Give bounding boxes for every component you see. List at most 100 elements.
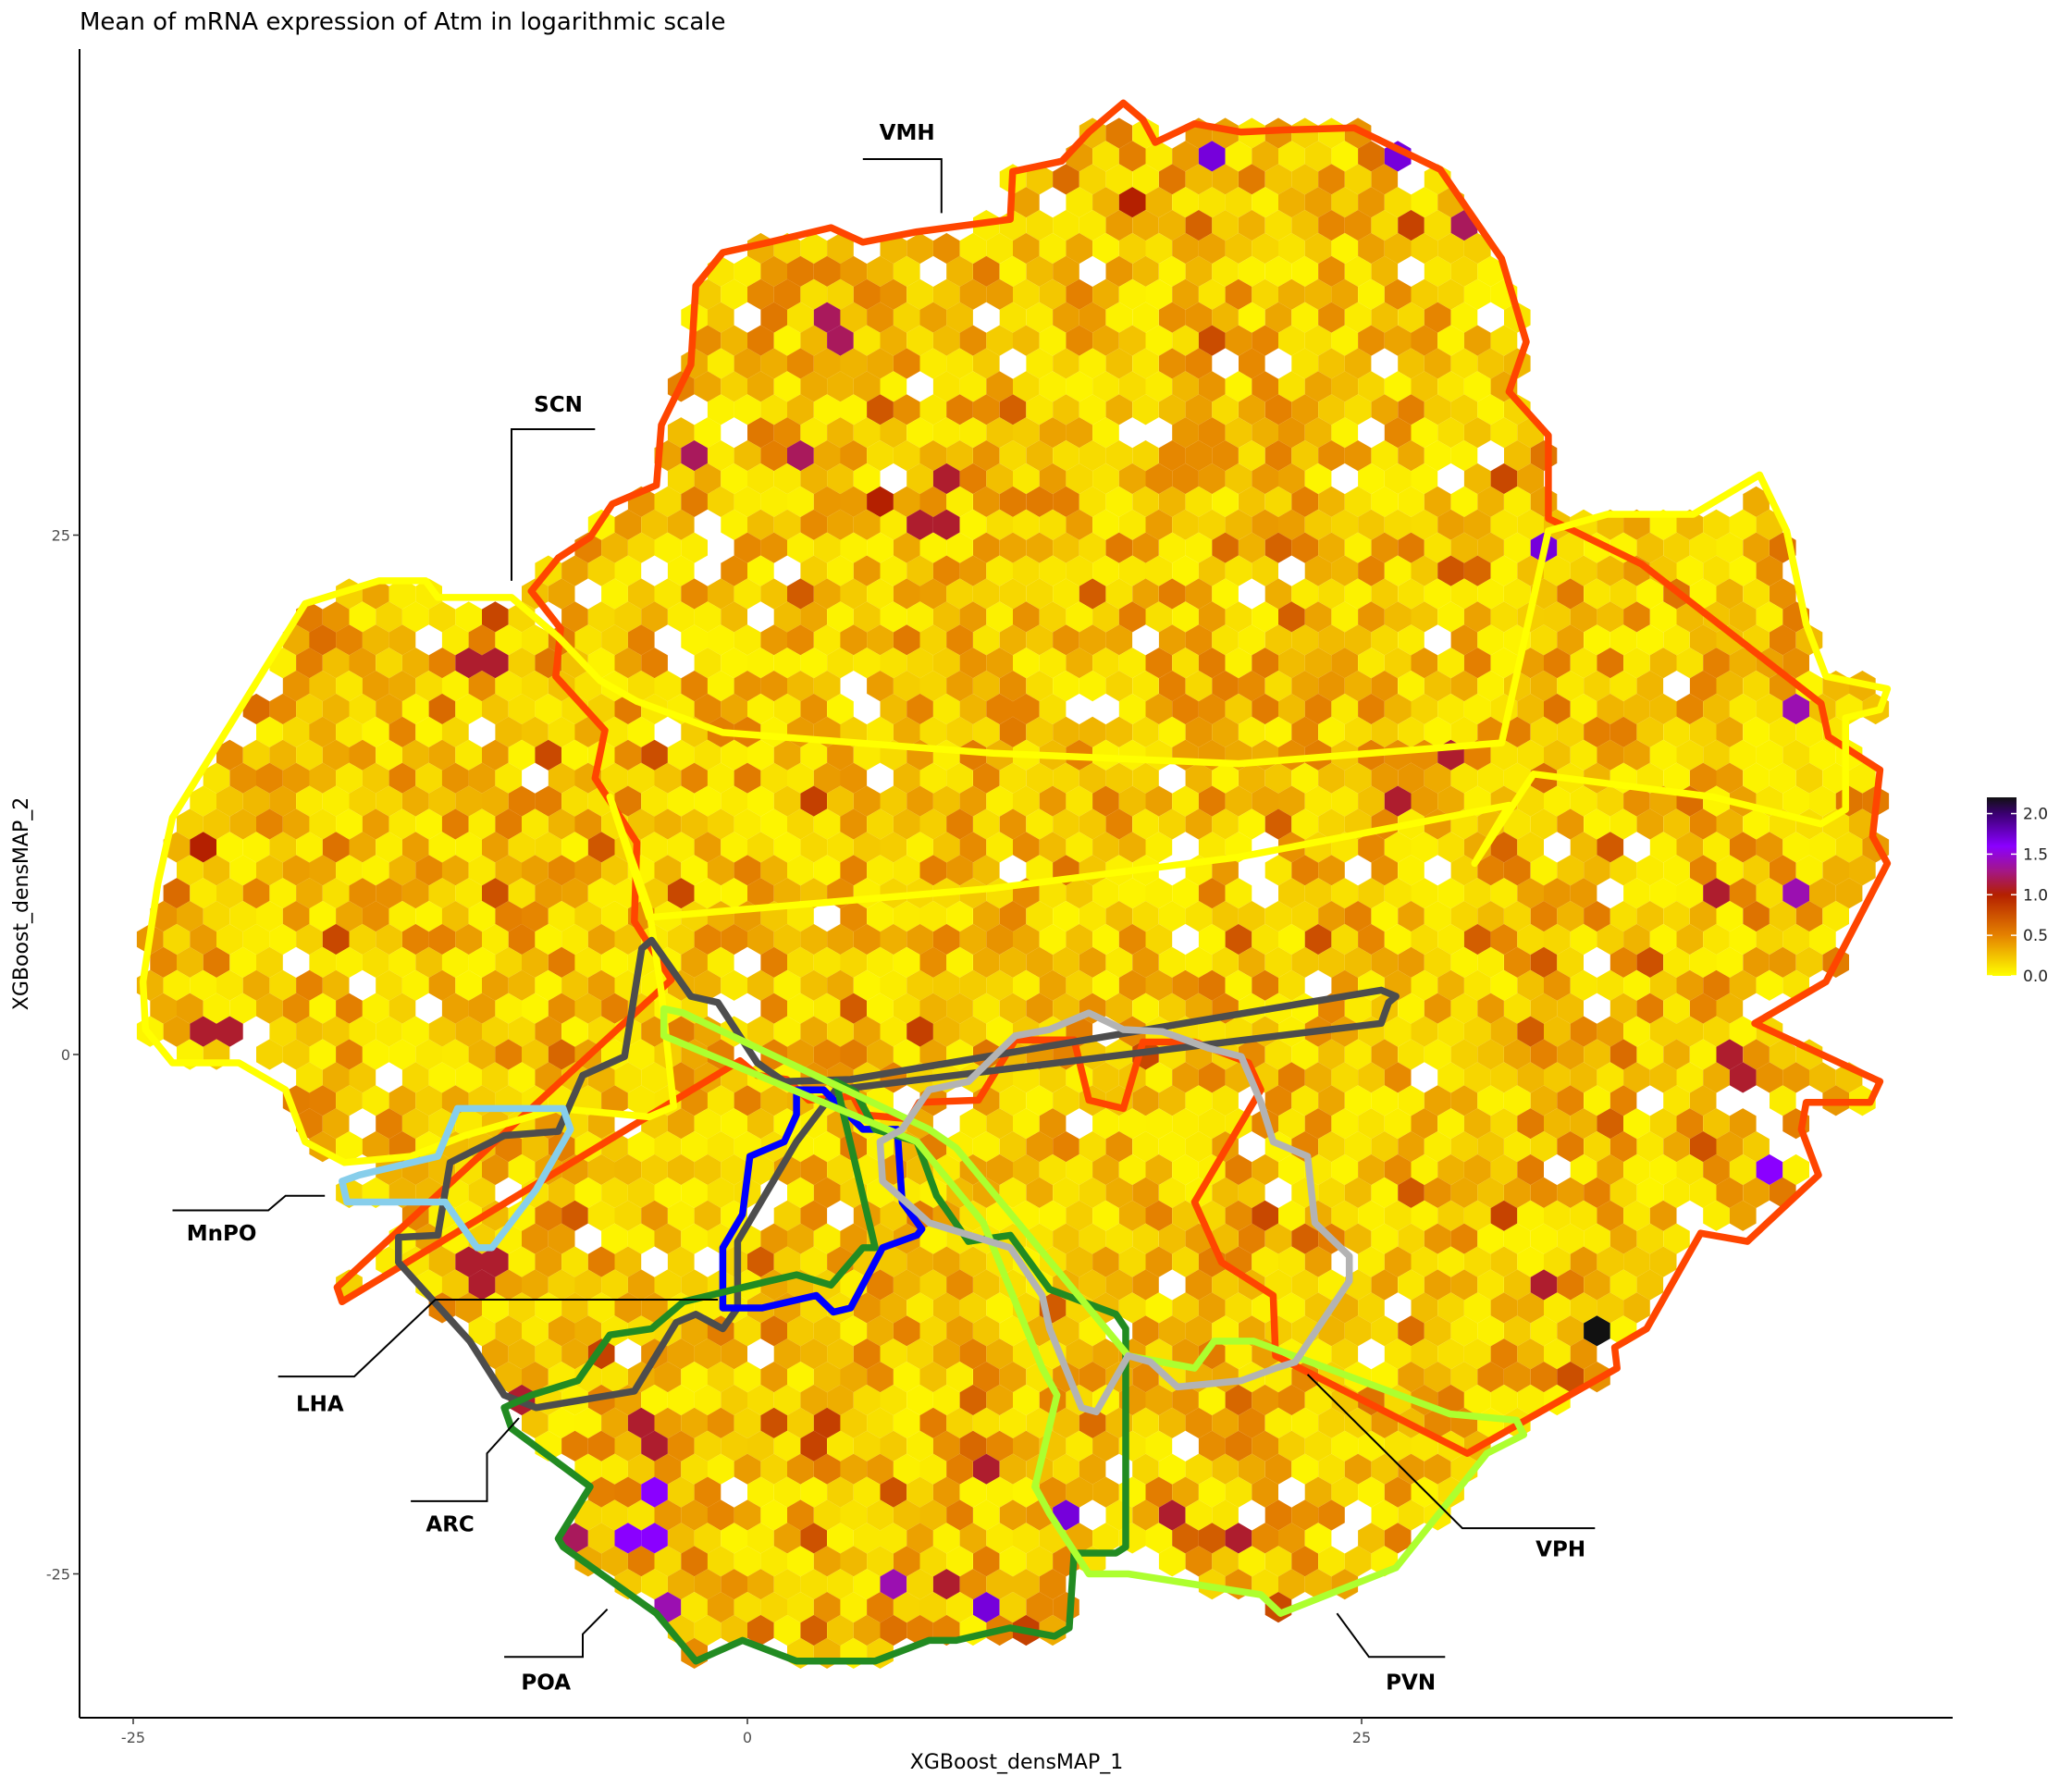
hex-bin	[1570, 785, 1597, 817]
hex-bin	[973, 348, 1000, 379]
hex-bin	[1610, 1223, 1637, 1254]
hex-bin	[1118, 141, 1146, 172]
hex-bin	[973, 1131, 1000, 1163]
hex-bin	[1384, 371, 1412, 402]
hex-bin	[773, 325, 801, 356]
hex-bin	[1132, 1269, 1159, 1301]
hex-bin	[999, 716, 1027, 747]
hex-bin	[1252, 141, 1278, 172]
hex-bin	[1477, 1177, 1504, 1208]
hex-bin	[1597, 1016, 1624, 1047]
hex-bin	[627, 716, 655, 747]
hex-bin	[1544, 1016, 1571, 1047]
hex-bin	[1344, 348, 1372, 379]
hex-bin	[522, 1269, 549, 1301]
hex-bin	[800, 785, 828, 817]
hex-bin	[1756, 923, 1783, 956]
hex-bin	[362, 993, 389, 1024]
hex-bin	[932, 325, 960, 356]
hex-bin	[1278, 1200, 1305, 1231]
hex-bin	[1185, 1315, 1213, 1347]
hex-bin	[1172, 693, 1199, 725]
hex-bin	[1663, 532, 1690, 563]
hex-bin	[1809, 1062, 1836, 1093]
hex-bin	[1358, 601, 1385, 633]
hex-bin	[999, 1177, 1027, 1208]
hex-bin	[1304, 1430, 1332, 1462]
colorbar-label: 0.5	[2023, 927, 2048, 945]
hex-bin	[401, 1108, 429, 1140]
hex-bin	[1450, 532, 1478, 563]
hex-bin	[973, 394, 1000, 426]
hex-bin	[906, 325, 933, 356]
hex-bin	[919, 855, 947, 886]
hex-bin	[401, 832, 429, 863]
hex-bin	[256, 762, 283, 794]
hex-bin	[269, 923, 297, 956]
hex-bin	[880, 1569, 907, 1600]
hex-bin	[734, 1546, 761, 1577]
hex-bin	[1172, 555, 1199, 586]
hex-bin	[1729, 648, 1757, 679]
hex-bin	[1676, 1016, 1704, 1047]
hex-bin	[1450, 486, 1478, 517]
hex-bin	[1756, 601, 1783, 633]
hex-bin	[760, 671, 788, 702]
hex-bin	[1172, 1523, 1199, 1554]
hex-bin	[1105, 624, 1133, 656]
hex-bin	[840, 348, 868, 379]
hex-bin	[1264, 1499, 1292, 1531]
hex-bin	[1079, 348, 1106, 379]
hex-bin	[1092, 555, 1119, 586]
hex-bin	[1252, 1153, 1278, 1186]
hex-bin	[1185, 671, 1213, 702]
hex-bin	[1411, 1246, 1438, 1277]
hex-bin	[827, 785, 854, 817]
hex-bin	[1544, 1062, 1571, 1093]
hex-bin	[999, 993, 1027, 1024]
hex-bin	[906, 693, 933, 725]
hex-bin	[561, 1338, 588, 1370]
hex-bin	[747, 278, 774, 310]
hex-bin	[1756, 1153, 1783, 1186]
hex-bin	[269, 969, 297, 1001]
hex-bin	[1424, 348, 1451, 379]
hex-bin	[574, 855, 602, 886]
hex-bin	[614, 1062, 642, 1093]
hex-bin	[1066, 648, 1093, 679]
hex-bin	[1623, 878, 1650, 909]
hex-bin	[800, 1569, 828, 1600]
hex-bin	[1344, 624, 1372, 656]
hex-bin	[1145, 832, 1173, 863]
hex-bin	[1252, 923, 1278, 956]
hex-bin	[1066, 878, 1093, 909]
hex-bin	[1264, 210, 1292, 241]
hex-bin	[880, 693, 907, 725]
hex-bin	[1557, 993, 1584, 1024]
hex-bin	[1212, 210, 1239, 241]
hex-bin	[1703, 1108, 1730, 1140]
hex-bin	[1145, 325, 1173, 356]
hex-bin	[906, 1523, 933, 1554]
hex-bin	[1225, 1523, 1252, 1554]
hex-bin	[1013, 1153, 1040, 1186]
hex-bin	[893, 1269, 920, 1301]
hex-bin	[415, 855, 442, 886]
hex-bin	[1013, 555, 1040, 586]
hex-bin	[1079, 302, 1106, 333]
hex-bin	[973, 1453, 1000, 1485]
hex-bin	[1185, 255, 1213, 287]
hex-bin	[1079, 716, 1106, 747]
hex-bin	[867, 624, 894, 656]
hex-bin	[627, 671, 655, 702]
hex-bin	[919, 716, 947, 747]
hex-bin	[1636, 808, 1664, 840]
hex-bin	[1198, 232, 1226, 265]
hex-bin	[1304, 648, 1332, 679]
hex-bin	[535, 1016, 562, 1047]
hex-bin	[1252, 1384, 1278, 1416]
hex-bin	[1358, 141, 1385, 172]
hex-bin	[1105, 901, 1133, 932]
hex-bin	[587, 923, 615, 956]
